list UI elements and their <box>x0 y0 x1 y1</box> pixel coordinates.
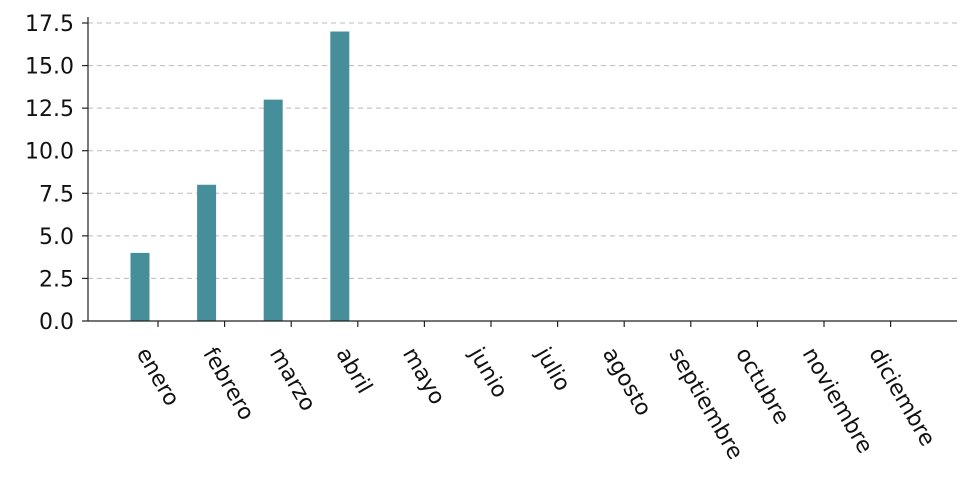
grid-lines <box>88 22 957 322</box>
x-tick-label-junio: junio <box>463 343 512 403</box>
y-tick-label-6: 15.0 <box>25 55 74 80</box>
y-tick-label-5: 12.5 <box>25 97 74 122</box>
x-tick-label-mayo: mayo <box>397 344 449 410</box>
bar-enero <box>130 252 150 321</box>
y-ticks: 0.0 2.5 5.0 7.5 10.0 12.5 15.0 17.5 <box>25 12 88 335</box>
x-tick-label-diciembre: diciembre <box>863 344 939 451</box>
x-tick-label-noviembre: noviembre <box>797 344 877 458</box>
y-tick-label-0: 0.0 <box>39 310 74 335</box>
x-tick-label-febrero: febrero <box>197 344 258 425</box>
y-tick-label-1: 2.5 <box>39 267 74 292</box>
y-tick-label-7: 17.5 <box>25 12 74 37</box>
x-tick-label-julio: julio <box>530 343 575 396</box>
x-ticks: enero febrero marzo abril mayo junio julio agos… <box>131 321 940 464</box>
x-tick-label-marzo: marzo <box>264 344 320 416</box>
x-tick-label-octubre: octubre <box>730 344 794 429</box>
bars-group <box>130 31 350 322</box>
bar-abril <box>330 31 350 322</box>
x-tick-label-agosto: agosto <box>597 344 656 421</box>
bar-febrero <box>197 184 217 321</box>
bar-marzo <box>263 99 283 321</box>
y-tick-label-2: 5.0 <box>39 225 74 250</box>
x-tick-label-abril: abril <box>331 344 377 399</box>
y-tick-label-3: 7.5 <box>39 182 74 207</box>
y-tick-label-4: 10.0 <box>25 140 74 165</box>
x-tick-label-enero: enero <box>131 344 184 411</box>
axes-group <box>87 17 957 322</box>
